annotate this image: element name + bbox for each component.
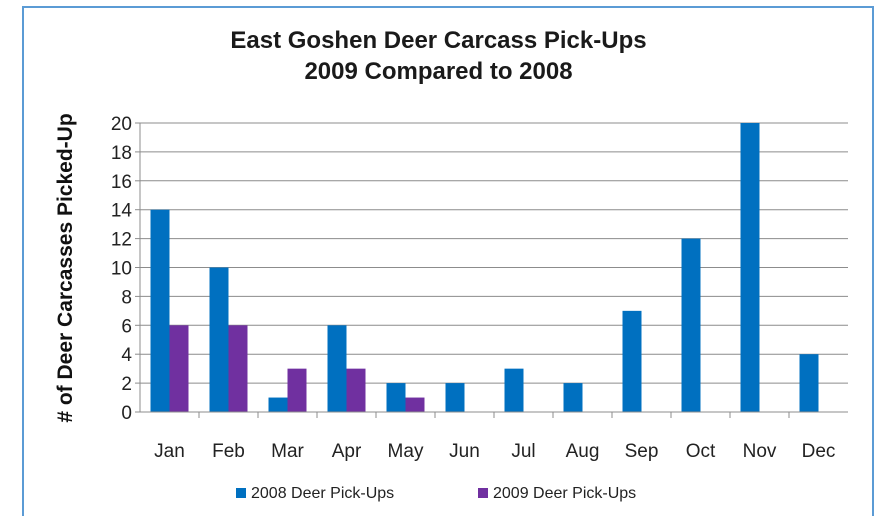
bar (150, 209, 170, 412)
bar (405, 397, 425, 412)
x-tick-label: Dec (802, 441, 836, 462)
y-tick-label: 8 (121, 287, 132, 308)
bar (327, 325, 347, 412)
y-tick-label: 12 (111, 230, 132, 251)
y-tick-label: 6 (121, 316, 132, 337)
chart-title: East Goshen Deer Carcass Pick-Ups (230, 27, 647, 54)
bar (445, 383, 465, 412)
bars (150, 123, 819, 412)
x-tick-label: Feb (212, 441, 245, 462)
bar (563, 383, 583, 412)
y-tick-label: 0 (121, 403, 132, 424)
y-tick-label: 20 (111, 114, 132, 135)
bar (799, 354, 819, 412)
x-tick-label: Jun (449, 441, 480, 462)
y-tick-label: 2 (121, 374, 132, 395)
y-axis-ticks: 0 2 4 6 8 10 12 14 16 18 20 (111, 114, 140, 424)
x-axis-ticks: Jan Feb Mar Apr May Jun Jul Aug Sep Oct Nov Dec (154, 412, 835, 462)
legend-swatch (236, 488, 246, 498)
x-tick-label: May (388, 441, 424, 462)
bar (504, 368, 524, 412)
x-tick-label: Nov (743, 441, 777, 462)
y-tick-label: 4 (121, 345, 132, 366)
bar (740, 123, 760, 412)
x-tick-label: Jul (511, 441, 535, 462)
legend: 2008 Deer Pick-Ups 2009 Deer Pick-Ups (236, 485, 636, 502)
y-tick-label: 18 (111, 143, 132, 164)
legend-label: 2009 Deer Pick-Ups (493, 485, 636, 502)
gridlines (140, 122, 848, 384)
bar (169, 325, 189, 412)
bar (386, 383, 406, 412)
y-tick-label: 14 (111, 201, 133, 222)
y-axis-label: # of Deer Carcasses Picked-Up (54, 113, 77, 422)
legend-label: 2008 Deer Pick-Ups (251, 485, 394, 502)
x-tick-label: Jan (154, 441, 185, 462)
x-tick-label: Mar (271, 441, 304, 462)
y-tick-label: 16 (111, 172, 132, 193)
bar (268, 397, 288, 412)
bar (228, 325, 248, 412)
axes (139, 123, 848, 413)
bar (346, 368, 366, 412)
x-tick-label: Apr (332, 441, 362, 462)
bar (287, 368, 307, 412)
x-tick-label: Sep (625, 441, 659, 462)
chart-subtitle: 2009 Compared to 2008 (304, 58, 573, 85)
y-tick-label: 10 (111, 259, 132, 280)
bar (622, 310, 642, 412)
bar (681, 238, 701, 412)
x-tick-label: Oct (686, 441, 716, 462)
x-tick-label: Aug (566, 441, 600, 462)
legend-swatch (478, 488, 488, 498)
bar (209, 267, 229, 412)
